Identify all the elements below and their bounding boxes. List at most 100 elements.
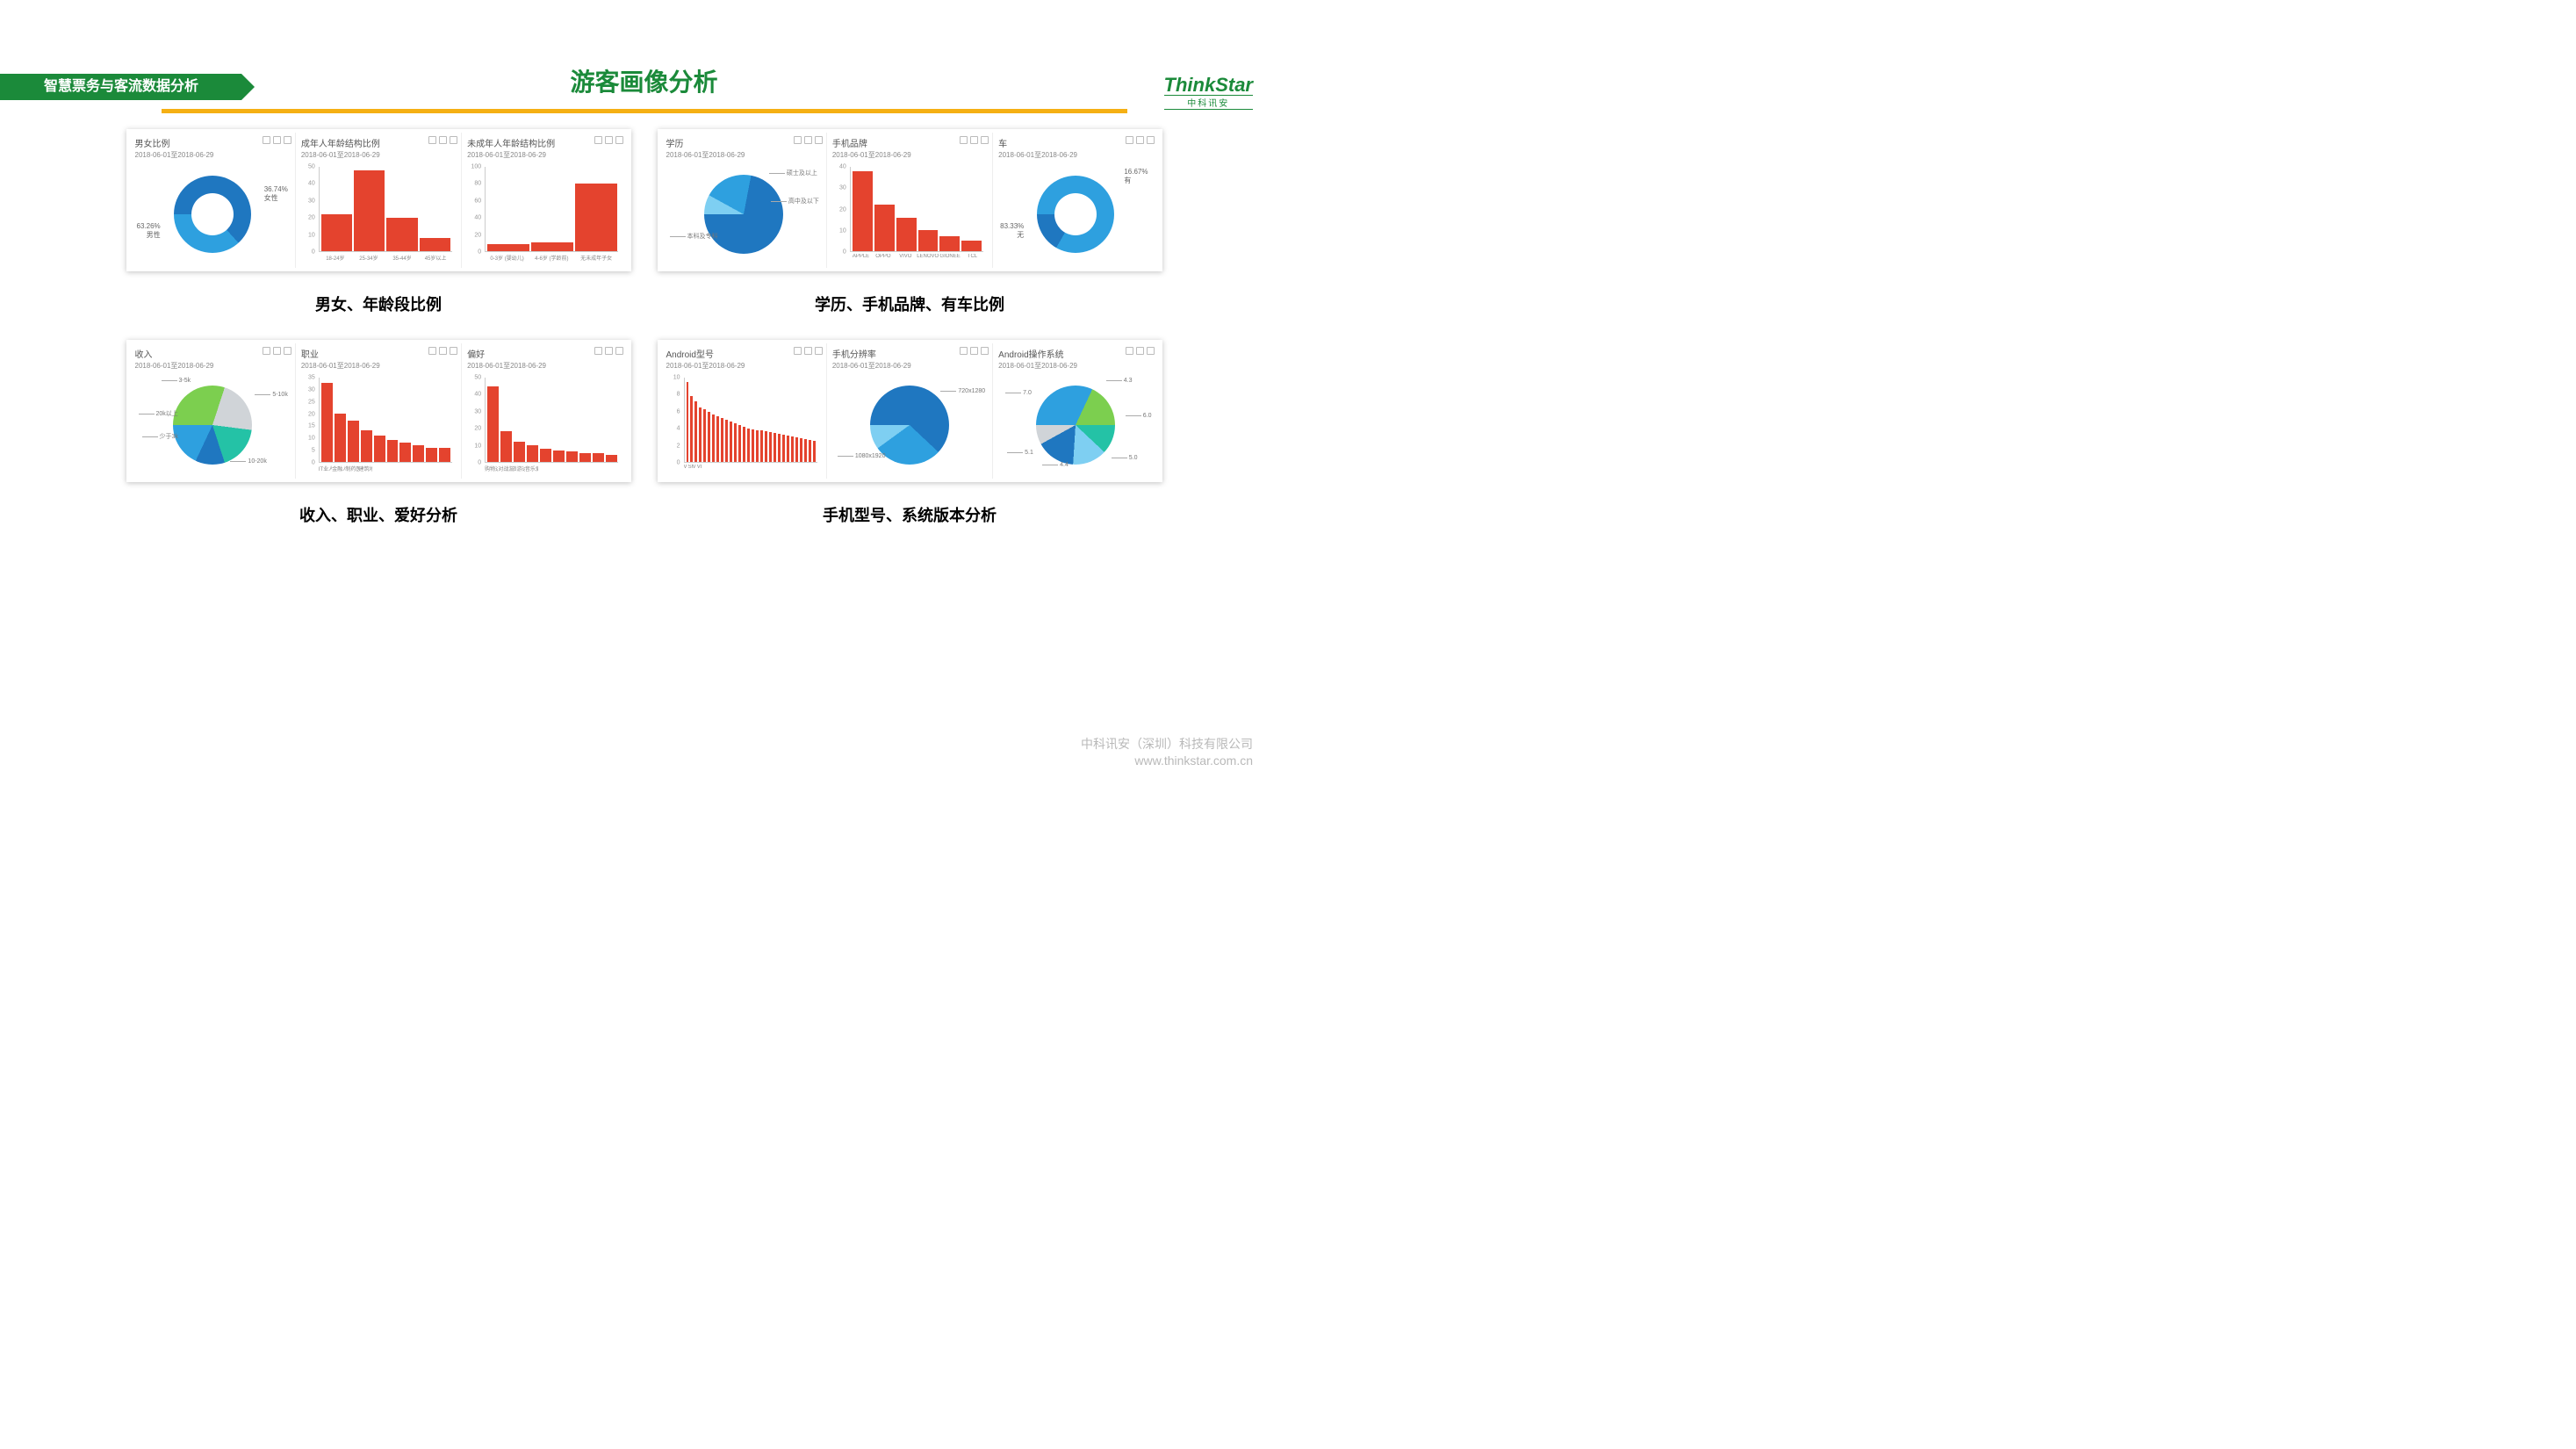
bar <box>716 416 719 462</box>
bar <box>730 422 732 462</box>
doc-icon[interactable] <box>263 347 270 355</box>
bar-chart <box>485 378 618 463</box>
y-tick: 80 <box>467 181 481 187</box>
doc-icon[interactable] <box>960 347 968 355</box>
chart-panel: 学历 2018-06-01至2018-06-29 硕士及以上高中及以下本科及专科 <box>661 133 827 268</box>
y-tick: 30 <box>301 386 315 393</box>
download-icon[interactable] <box>284 136 291 144</box>
donut-label: 36.74%女性 <box>264 185 288 203</box>
bar <box>374 436 385 462</box>
y-tick: 10 <box>666 375 680 381</box>
x-label <box>579 465 592 475</box>
panel-group: 学历 2018-06-01至2018-06-29 硕士及以上高中及以下本科及专科… <box>658 129 1162 271</box>
x-label <box>592 465 605 475</box>
x-label: 4-6岁 (学龄前) <box>529 254 574 264</box>
panel-toolbar <box>428 347 457 355</box>
group-caption: 男女、年龄段比例 <box>126 292 631 315</box>
doc-icon[interactable] <box>960 136 968 144</box>
panel-toolbar <box>794 136 823 144</box>
pie-label: 4.3 <box>1105 378 1133 384</box>
watermark-company: 中科讯安（深圳）科技有限公司 <box>1081 736 1253 753</box>
doc-icon[interactable] <box>794 136 802 144</box>
refresh-icon[interactable] <box>970 136 978 144</box>
x-label: OPPO <box>872 254 894 264</box>
refresh-icon[interactable] <box>439 347 447 355</box>
y-tick: 25 <box>301 399 315 405</box>
download-icon[interactable] <box>815 347 823 355</box>
x-label: TCL <box>961 254 983 264</box>
download-icon[interactable] <box>1147 347 1155 355</box>
doc-icon[interactable] <box>428 347 436 355</box>
title-underline <box>162 109 1127 113</box>
x-label: 旅游达人 <box>512 465 525 475</box>
y-tick: 8 <box>666 392 680 398</box>
x-label: IT业人员 <box>319 465 332 475</box>
x-label <box>412 465 425 475</box>
bar <box>321 214 352 251</box>
watermark-url: www.thinkstar.com.cn <box>1081 753 1253 770</box>
bar-chart <box>485 167 618 252</box>
bar <box>787 436 789 462</box>
panel-date: 2018-06-01至2018-06-29 <box>666 150 821 160</box>
x-label <box>565 465 579 475</box>
x-label: 购物达人 <box>485 465 498 475</box>
x-label <box>605 465 618 475</box>
y-tick: 100 <box>467 164 481 170</box>
bar <box>738 425 741 462</box>
y-tick: 0 <box>301 460 315 466</box>
bar <box>593 453 604 462</box>
doc-icon[interactable] <box>428 136 436 144</box>
download-icon[interactable] <box>981 347 989 355</box>
doc-icon[interactable] <box>594 136 602 144</box>
refresh-icon[interactable] <box>273 347 281 355</box>
panel-toolbar <box>594 347 623 355</box>
y-tick: 15 <box>301 423 315 429</box>
y-tick: 0 <box>832 249 846 256</box>
pie-chart <box>173 386 252 465</box>
bar <box>708 412 710 462</box>
chart-panel: 未成年人年龄结构比例 2018-06-01至2018-06-29 0204060… <box>462 133 627 268</box>
y-tick: 50 <box>301 164 315 170</box>
download-icon[interactable] <box>284 347 291 355</box>
chart-panel: 车 2018-06-01至2018-06-29 83.33%无16.67%有 <box>993 133 1158 268</box>
refresh-icon[interactable] <box>1136 347 1144 355</box>
refresh-icon[interactable] <box>1136 136 1144 144</box>
bar <box>540 449 551 462</box>
download-icon[interactable] <box>615 347 623 355</box>
refresh-icon[interactable] <box>439 136 447 144</box>
bar <box>321 383 333 463</box>
refresh-icon[interactable] <box>804 136 812 144</box>
dashboard-row: 男女比例 2018-06-01至2018-06-29 63.26%男性36.74… <box>126 129 1162 271</box>
download-icon[interactable] <box>450 347 457 355</box>
bar-chart <box>684 378 817 463</box>
bar <box>712 415 715 462</box>
x-label: VIVO <box>895 254 917 264</box>
refresh-icon[interactable] <box>273 136 281 144</box>
bar <box>765 431 767 462</box>
panel-date: 2018-06-01至2018-06-29 <box>467 150 622 160</box>
bar <box>500 431 512 462</box>
refresh-icon[interactable] <box>804 347 812 355</box>
refresh-icon[interactable] <box>605 347 613 355</box>
header-bar: 智慧票务与客流数据分析 <box>0 74 241 100</box>
doc-icon[interactable] <box>263 136 270 144</box>
download-icon[interactable] <box>815 136 823 144</box>
bar <box>703 409 706 462</box>
bar <box>527 445 538 462</box>
bar <box>487 244 529 251</box>
doc-icon[interactable] <box>794 347 802 355</box>
refresh-icon[interactable] <box>970 347 978 355</box>
donut-label: 83.33%无 <box>1000 222 1024 240</box>
doc-icon[interactable] <box>594 347 602 355</box>
y-tick: 60 <box>467 198 481 204</box>
pie-label: 10-20k <box>228 458 266 465</box>
refresh-icon[interactable] <box>605 136 613 144</box>
download-icon[interactable] <box>450 136 457 144</box>
doc-icon[interactable] <box>1126 347 1133 355</box>
download-icon[interactable] <box>615 136 623 144</box>
download-icon[interactable] <box>981 136 989 144</box>
panel-date: 2018-06-01至2018-06-29 <box>135 361 290 371</box>
y-tick: 40 <box>467 392 481 398</box>
doc-icon[interactable] <box>1126 136 1133 144</box>
download-icon[interactable] <box>1147 136 1155 144</box>
